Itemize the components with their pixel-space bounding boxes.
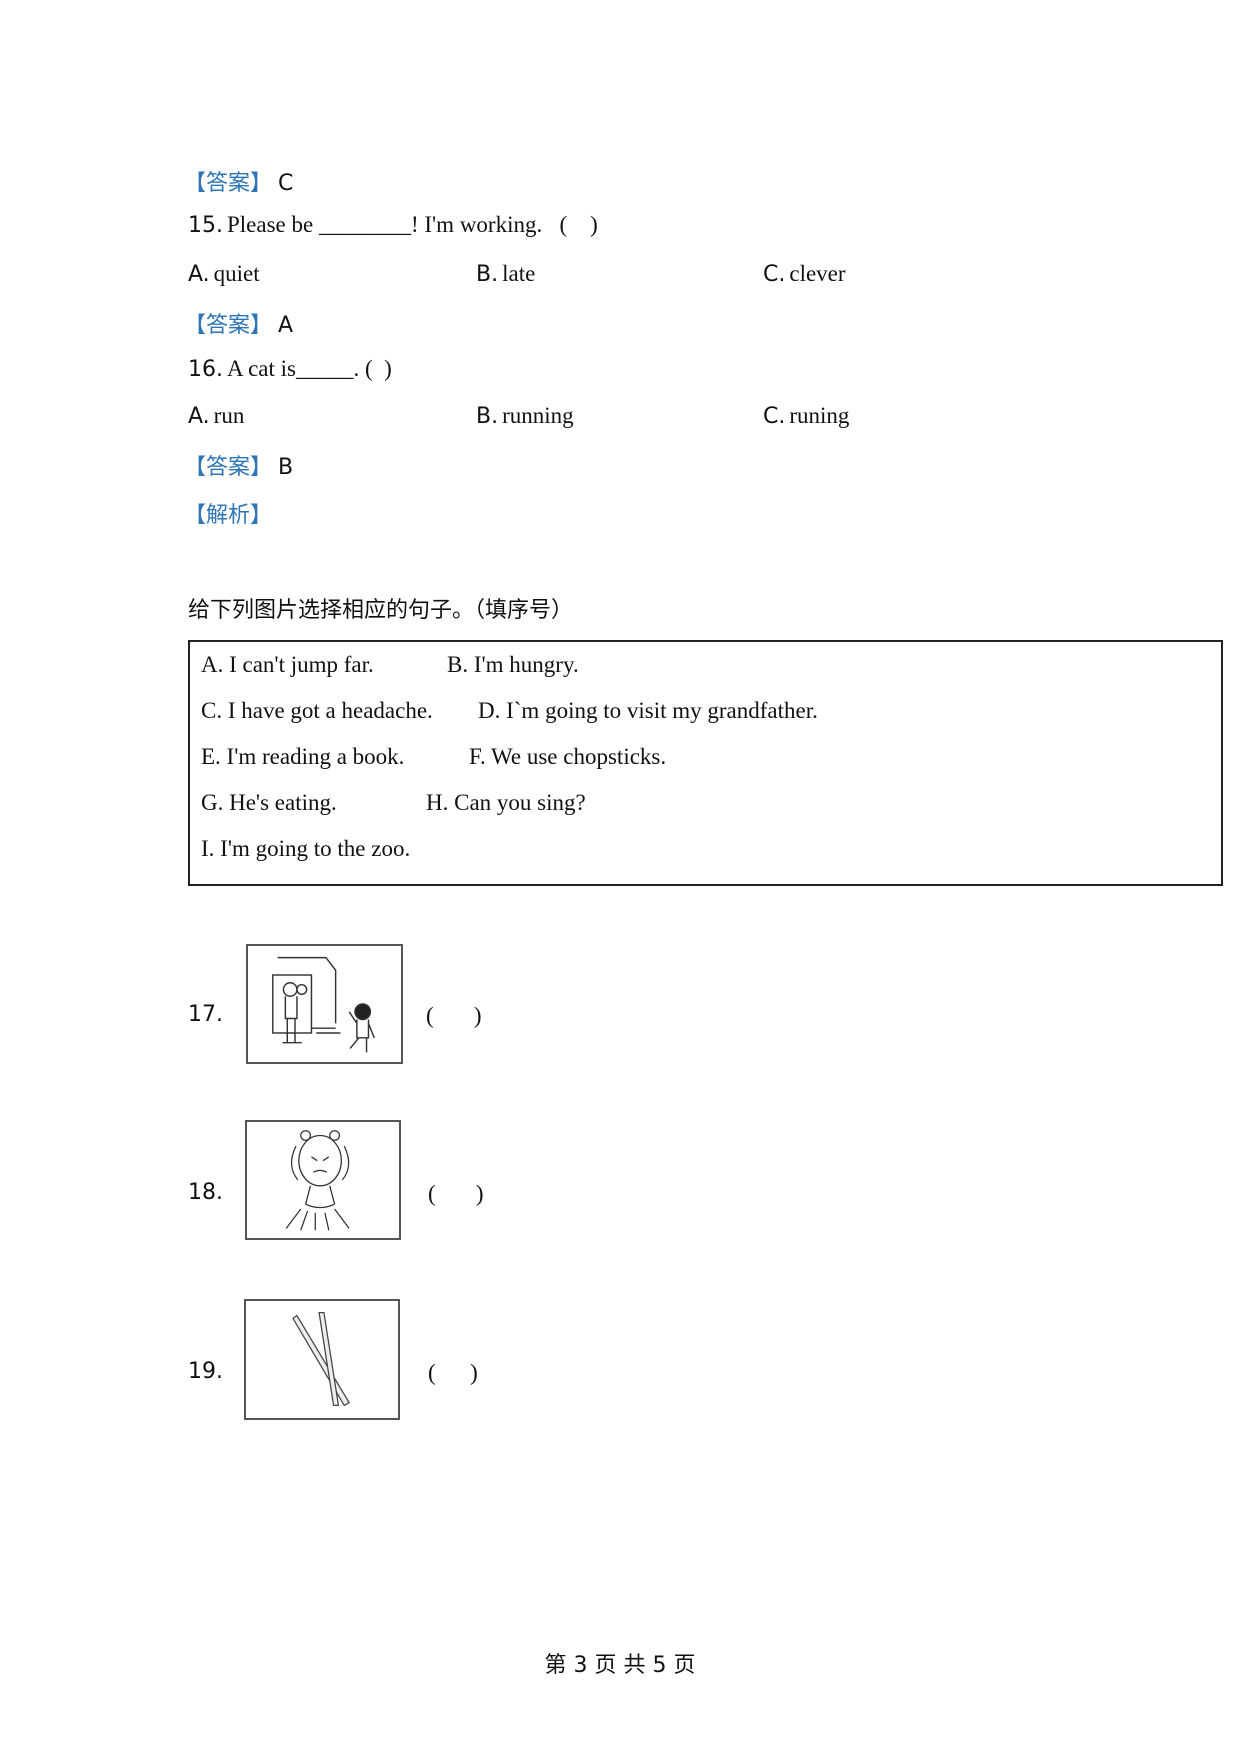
q16-option-b: B. running	[476, 403, 574, 429]
choice-a: A. I can't jump far.	[201, 652, 374, 677]
picture-grandfather-at-door	[246, 944, 403, 1064]
question-17-number: 17.	[188, 1002, 223, 1027]
q15-option-c: C. clever	[763, 261, 846, 287]
question-text: Please be ________! I'm working. ( )	[227, 212, 598, 237]
option-key: A.	[188, 262, 210, 287]
answer-label: 【答案】	[184, 313, 273, 338]
answer-q16: 【答案】 B	[184, 449, 293, 481]
page-footer: 第 3 页 共 5 页	[544, 1653, 696, 1678]
answer-value: A	[278, 313, 294, 338]
question-text: A cat is_____. ( )	[227, 356, 392, 381]
picture-chopsticks	[244, 1299, 400, 1420]
choices-box	[188, 640, 1223, 886]
choice-i: I. I'm going to the zoo.	[201, 836, 411, 861]
answer-blank-18[interactable]: ( )	[428, 1181, 484, 1206]
q16-option-c: C. runing	[763, 403, 849, 429]
q15-option-b: B. late	[476, 261, 535, 287]
question-number: 15.	[188, 213, 223, 238]
choice-f: F. We use chopsticks.	[469, 744, 667, 769]
q15-option-a: A. quiet	[188, 261, 260, 287]
option-text: clever	[789, 261, 846, 286]
option-text: run	[213, 403, 245, 428]
option-key: B.	[476, 404, 499, 429]
question-15: 15. Please be ________! I'm working. ( )	[188, 212, 598, 238]
answer-label: 【答案】	[184, 455, 273, 480]
q16-option-a: A. run	[188, 403, 244, 429]
answer-q14: 【答案】 C	[184, 165, 293, 197]
choice-c: C. I have got a headache.	[201, 698, 433, 723]
answer-q15: 【答案】 A	[184, 307, 293, 339]
answer-blank-19[interactable]: ( )	[428, 1360, 478, 1385]
section-instruction: 给下列图片选择相应的句子。（填序号）	[188, 598, 574, 623]
picture-girl-headache	[245, 1120, 401, 1240]
analysis-q16: 【解析】	[184, 497, 272, 529]
choice-b: B. I'm hungry.	[447, 652, 579, 677]
question-19-number: 19.	[188, 1359, 223, 1384]
question-number: 16.	[188, 357, 223, 382]
choice-d: D. I`m going to visit my grandfather.	[478, 698, 818, 723]
option-key: A.	[188, 404, 210, 429]
answer-blank-17[interactable]: ( )	[426, 1003, 482, 1028]
answer-label: 【答案】	[184, 171, 273, 196]
answer-value: C	[278, 171, 294, 196]
choice-e: E. I'm reading a book.	[201, 744, 405, 769]
analysis-label: 【解析】	[184, 503, 273, 528]
option-text: running	[502, 403, 574, 428]
option-key: C.	[763, 404, 786, 429]
option-key: B.	[476, 262, 499, 287]
choice-g: G. He's eating.	[201, 790, 337, 815]
option-key: C.	[763, 262, 786, 287]
choice-h: H. Can you sing?	[426, 790, 586, 815]
question-18-number: 18.	[188, 1180, 223, 1205]
answer-value: B	[278, 455, 294, 480]
option-text: runing	[789, 403, 850, 428]
option-text: quiet	[213, 261, 260, 286]
option-text: late	[502, 261, 536, 286]
question-16: 16. A cat is_____. ( )	[188, 356, 392, 382]
